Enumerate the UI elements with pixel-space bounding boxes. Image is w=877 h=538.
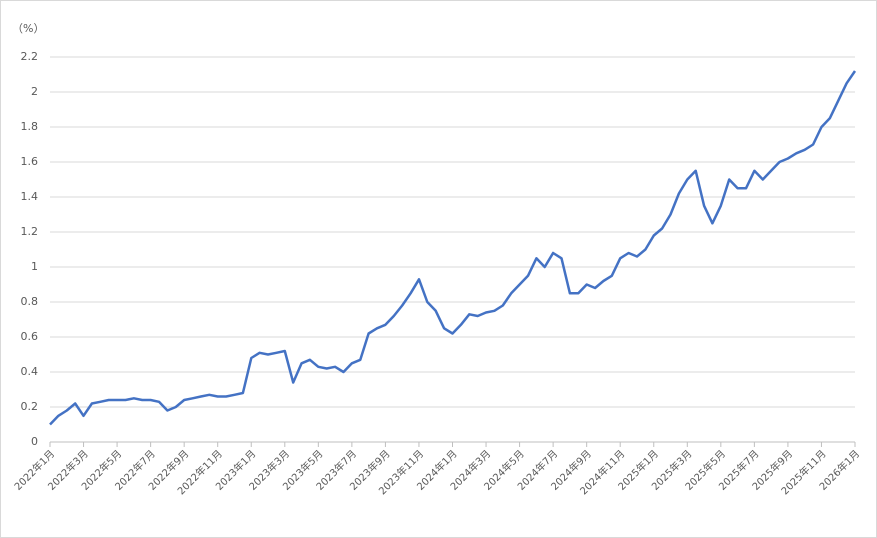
y-tick-label: 0.4 [21,365,39,378]
y-tick-label: 1.4 [21,190,39,203]
y-tick-label: 1.6 [21,155,39,168]
y-tick-label: 0.2 [21,400,39,413]
y-tick-label: 0.8 [21,295,39,308]
y-tick-label: 1.2 [21,225,39,238]
y-tick-label: 0.6 [21,330,39,343]
data-line [49,70,857,426]
y-axis-label: （%） [12,22,44,35]
y-tick-label: 2.2 [21,50,39,63]
y-tick-label: 1 [31,260,38,273]
y-tick-label: 2 [31,85,38,98]
y-tick-label: 1.8 [21,120,39,133]
y-tick-label: 0 [31,435,38,448]
